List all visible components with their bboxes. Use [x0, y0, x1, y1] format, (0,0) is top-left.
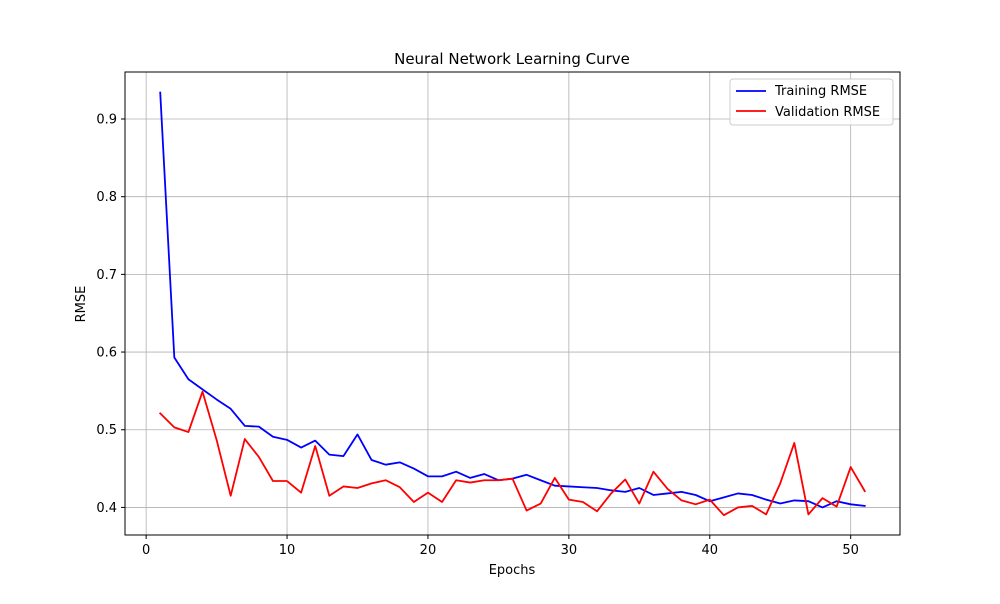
chart-title: Neural Network Learning Curve	[394, 50, 630, 68]
x-tick-label: 50	[842, 543, 859, 558]
y-tick-label: 0.5	[96, 423, 117, 438]
legend-label-validation: Validation RMSE	[775, 105, 880, 120]
y-tick-label: 0.6	[96, 346, 117, 361]
y-tick-label: 0.4	[96, 501, 117, 516]
y-tick-label: 0.8	[96, 190, 117, 205]
x-tick-label: 10	[279, 543, 296, 558]
x-tick-label: 20	[420, 543, 437, 558]
x-axis-label: Epochs	[489, 563, 536, 578]
x-tick-label: 0	[142, 543, 150, 558]
y-axis-label: RMSE	[74, 286, 89, 323]
legend: Training RMSE Validation RMSE	[730, 79, 893, 125]
y-tick-label: 0.7	[96, 268, 117, 283]
x-tick-label: 30	[561, 543, 578, 558]
x-tick-label: 40	[701, 543, 718, 558]
y-tick-label: 0.9	[96, 112, 117, 127]
legend-label-training: Training RMSE	[774, 84, 867, 99]
